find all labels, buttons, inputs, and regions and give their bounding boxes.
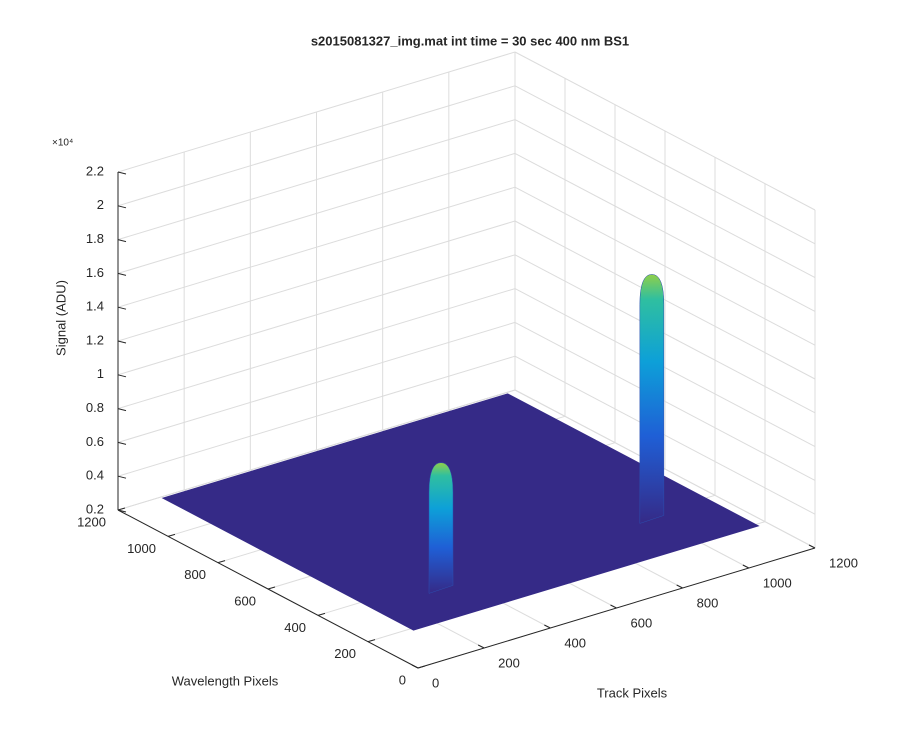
peak (428, 462, 454, 594)
z-tick (117, 441, 127, 445)
z-tick (117, 374, 127, 378)
x-tick (676, 584, 683, 589)
y-tick (117, 507, 126, 511)
y-tick-label: 1200 (77, 514, 106, 529)
x-tick-label: 800 (697, 595, 719, 610)
z-tick-label: 1.2 (86, 332, 104, 347)
y-tick-label: 0 (399, 672, 406, 687)
x-tick (610, 604, 617, 609)
z-tick (117, 306, 127, 310)
x-tick (477, 644, 485, 649)
y-tick-label: 800 (184, 567, 206, 582)
x-tick (411, 664, 419, 669)
z-axis-label: Signal (ADU) (53, 280, 68, 356)
chart-title: s2015081327_img.mat int time = 30 sec 40… (311, 33, 629, 48)
surface-base (161, 393, 760, 631)
z-tick-label: 1 (97, 366, 104, 381)
z-tick-label: 0.6 (86, 434, 104, 449)
x-tick-label: 400 (564, 635, 586, 650)
peak (639, 274, 665, 524)
y-tick-label: 200 (334, 646, 356, 661)
y-tick-label: 600 (234, 593, 256, 608)
y-tick (417, 665, 426, 669)
z-tick-label: 1.6 (86, 265, 104, 280)
x-tick (742, 564, 750, 569)
z-tick-label: 0.8 (86, 400, 104, 415)
x-tick-label: 600 (631, 615, 653, 630)
z-exponent: ×10⁴ (52, 138, 73, 149)
y-tick (267, 586, 276, 590)
y-tick-label: 1000 (127, 541, 156, 556)
y-tick (367, 639, 376, 643)
x-axis-label: Track Pixels (597, 685, 668, 700)
x-tick-label: 200 (498, 655, 520, 670)
y-tick (217, 560, 226, 564)
z-tick-label: 1.8 (86, 231, 104, 246)
x-tick-label: 1200 (829, 555, 858, 570)
y-tick (317, 612, 326, 616)
y-axis-label: Wavelength Pixels (172, 673, 279, 688)
z-tick (117, 239, 127, 243)
z-tick-label: 0.4 (86, 468, 104, 483)
grid-line (117, 389, 516, 511)
x-tick-label: 0 (432, 675, 439, 690)
x-tick (808, 544, 816, 549)
z-tick-label: 2.2 (86, 163, 104, 178)
z-tick (117, 475, 127, 479)
x-tick (544, 624, 551, 629)
z-tick-label: 1.4 (86, 299, 104, 314)
z-tick (117, 509, 127, 513)
z-tick (117, 408, 127, 412)
z-tick (117, 171, 127, 175)
z-tick (117, 272, 127, 276)
y-tick (167, 533, 176, 537)
z-tick (117, 340, 127, 344)
x-tick-label: 1000 (763, 575, 792, 590)
y-tick-label: 400 (284, 620, 306, 635)
z-tick-label: 2 (97, 197, 104, 212)
z-tick (117, 205, 127, 209)
z-tick-label: 0.2 (86, 501, 104, 516)
